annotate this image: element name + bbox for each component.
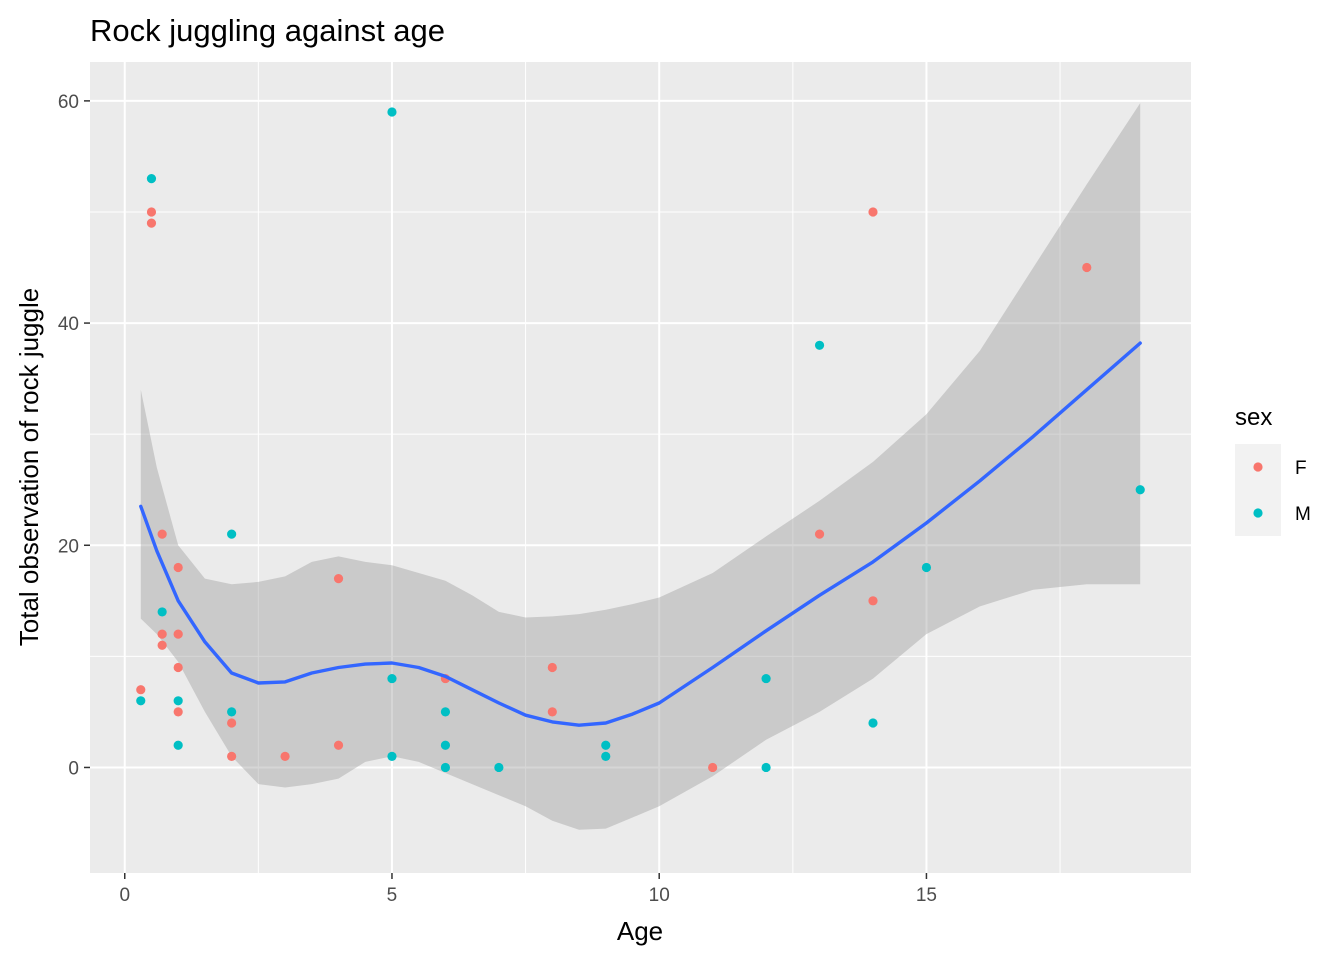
data-point-f	[814, 529, 825, 539]
data-point-m	[601, 751, 611, 761]
data-point-m	[173, 740, 183, 750]
data-point-f	[547, 707, 557, 717]
data-point-f	[173, 562, 183, 573]
data-point-m	[136, 696, 146, 706]
data-point-f	[333, 740, 344, 750]
data-point-f	[1082, 262, 1092, 273]
chart-title: Rock juggling against age	[90, 13, 445, 48]
legend-key-f	[1253, 462, 1263, 472]
y-tick-label: 20	[58, 536, 79, 557]
data-point-f	[173, 629, 183, 639]
data-point-m	[761, 673, 771, 684]
data-point-f	[280, 751, 290, 761]
data-point-f	[136, 685, 146, 695]
data-point-f	[227, 718, 237, 728]
data-point-m	[761, 762, 771, 773]
y-axis: 0 20 40 60	[58, 92, 90, 779]
data-point-f	[146, 218, 157, 228]
data-point-m	[440, 707, 451, 717]
data-point-f	[868, 207, 878, 217]
plot-panel	[90, 62, 1191, 873]
data-point-m	[440, 740, 451, 750]
data-point-m	[1135, 485, 1145, 495]
smooth-line-layer	[139, 341, 1142, 727]
data-point-f	[146, 207, 157, 217]
data-point-m	[227, 529, 237, 539]
smooth-line	[139, 341, 1142, 727]
y-tick-label: 40	[58, 314, 79, 335]
major-gridlines	[90, 62, 1191, 873]
data-point-f	[157, 529, 167, 539]
confidence-band	[140, 103, 1141, 830]
confidence-band-layer	[140, 103, 1141, 830]
data-point-m	[387, 107, 397, 117]
y-tick-label: 0	[68, 758, 79, 779]
x-tick-label: 5	[387, 885, 398, 906]
data-point-m	[146, 174, 157, 184]
data-point-f	[157, 629, 167, 639]
x-tick-label: 15	[916, 885, 937, 906]
y-tick-label: 60	[58, 92, 79, 113]
data-point-m	[440, 762, 451, 773]
data-point-f	[333, 573, 344, 584]
data-point-f	[227, 751, 237, 761]
x-axis-title: Age	[617, 916, 663, 946]
data-point-m	[814, 340, 825, 350]
data-point-m	[387, 673, 397, 684]
x-tick-label: 10	[649, 885, 670, 906]
data-point-m	[601, 740, 611, 750]
data-point-m	[494, 762, 504, 773]
minor-gridlines	[90, 62, 1191, 873]
data-point-m	[227, 707, 237, 717]
data-point-m	[868, 718, 878, 728]
data-point-f	[157, 640, 167, 650]
x-tick-label: 0	[119, 885, 130, 906]
data-point-f	[173, 707, 183, 717]
data-point-f	[173, 662, 183, 673]
data-point-f	[868, 596, 878, 606]
data-point-m	[921, 562, 932, 573]
data-points	[136, 107, 1145, 773]
legend-keys: FM	[1235, 444, 1311, 536]
legend-title: sex	[1235, 404, 1272, 431]
legend-key-m	[1253, 508, 1263, 518]
data-point-f	[547, 662, 557, 673]
legend: sex FM	[1235, 404, 1311, 536]
x-axis: 0 5 10 15	[119, 873, 937, 906]
data-point-m	[173, 696, 183, 706]
legend-label-f: F	[1295, 458, 1307, 479]
legend-label-m: M	[1295, 504, 1311, 525]
y-axis-title: Total observation of rock juggle	[14, 288, 44, 646]
data-point-f	[708, 762, 718, 773]
data-point-m	[157, 607, 167, 617]
data-point-m	[387, 751, 397, 761]
